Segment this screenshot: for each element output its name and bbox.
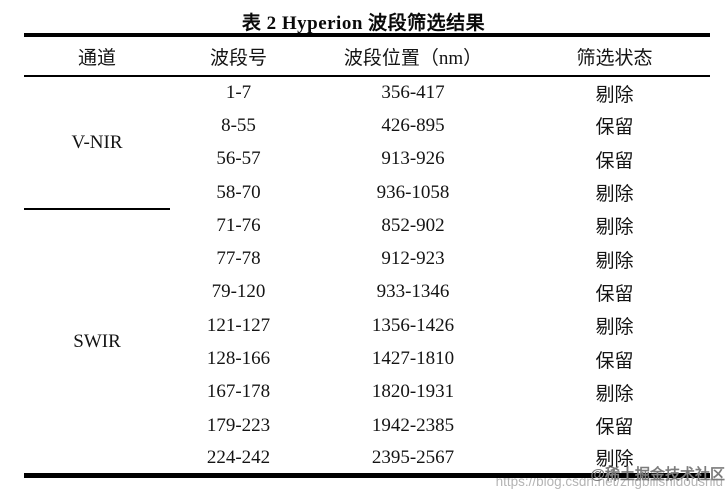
header-filter-status: 筛选状态 — [519, 35, 710, 77]
table-row: 58-70 936-1058 剔除 — [24, 176, 710, 209]
table-row: 167-178 1820-1931 剔除 — [24, 376, 710, 409]
table-caption: 表 2 Hyperion 波段筛选结果 — [241, 13, 486, 34]
status-cell: 剔除 — [595, 250, 634, 272]
band-cell: 58-70 — [216, 181, 261, 203]
status-cell: 保留 — [595, 350, 634, 372]
position-cell: 1356-1426 — [371, 314, 455, 336]
band-cell: 167-178 — [206, 381, 271, 403]
status-cell: 保留 — [595, 117, 634, 139]
status-cell: 保留 — [595, 150, 634, 172]
table-row: 224-242 2395-2567 剔除 — [24, 442, 710, 475]
band-cell: 1-7 — [225, 82, 252, 104]
band-cell: 128-166 — [206, 348, 271, 370]
band-cell: 79-120 — [211, 281, 266, 303]
channel-cell-vnir: V-NIR — [24, 76, 170, 211]
table-row: 56-57 913-926 保留 — [24, 143, 710, 176]
status-cell: 剔除 — [595, 217, 634, 239]
table-row: V-NIR 1-7 356-417 剔除 — [24, 76, 710, 211]
position-cell: 933-1346 — [376, 281, 450, 303]
status-cell: 剔除 — [595, 184, 634, 206]
band-cell: 71-76 — [216, 214, 261, 236]
position-cell: 2395-2567 — [371, 446, 455, 468]
band-cell: 56-57 — [216, 148, 261, 170]
table-row: 121-127 1356-1426 剔除 — [24, 309, 710, 342]
status-cell: 剔除 — [595, 317, 634, 339]
position-cell: 426-895 — [381, 114, 445, 136]
table-header: 通道 波段号 波段位置（nm） 筛选状态 — [24, 35, 710, 77]
position-cell: 1942-2385 — [371, 414, 455, 436]
status-cell: 剔除 — [595, 383, 634, 405]
band-cell: 224-242 — [206, 446, 271, 468]
header-band-number: 波段号 — [170, 35, 307, 77]
watermark-community-tag: @稀土掘金技术社区 — [590, 466, 725, 483]
table-row: 179-223 1942-2385 保留 — [24, 409, 710, 442]
band-selection-table: 通道 波段号 波段位置（nm） 筛选状态 V-NIR 1-7 356-417 剔… — [24, 33, 710, 479]
status-cell: 剔除 — [595, 449, 634, 471]
position-cell: 356-417 — [381, 82, 445, 104]
header-row: 通道 波段号 波段位置（nm） 筛选状态 — [24, 35, 710, 77]
band-cell: 8-55 — [221, 114, 256, 136]
band-cell: 121-127 — [206, 314, 271, 336]
position-cell: 913-926 — [381, 148, 445, 170]
status-cell: 剔除 — [595, 84, 634, 106]
position-cell: 1820-1931 — [371, 381, 455, 403]
table-row: 128-166 1427-1810 保留 — [24, 342, 710, 375]
band-cell: 179-223 — [206, 414, 271, 436]
position-cell: 1427-1810 — [371, 348, 455, 370]
table-row: 77-78 912-923 剔除 — [24, 242, 710, 275]
table-row: 8-55 426-895 保留 — [24, 109, 710, 142]
band-cell: 77-78 — [216, 248, 261, 270]
position-cell: 912-923 — [381, 248, 445, 270]
position-cell: 936-1058 — [376, 181, 450, 203]
table-row: 79-120 933-1346 保留 — [24, 276, 710, 309]
header-channel: 通道 — [24, 35, 170, 77]
position-cell: 852-902 — [381, 214, 445, 236]
table-body: V-NIR 1-7 356-417 剔除 8-55 426-895 保留 56-… — [24, 76, 710, 476]
status-cell: 保留 — [595, 283, 634, 305]
status-cell: 保留 — [595, 417, 634, 439]
table-row: SWIR 71-76 852-902 剔除 — [24, 209, 710, 352]
header-band-position: 波段位置（nm） — [307, 35, 519, 77]
channel-cell-swir: SWIR — [73, 330, 121, 352]
